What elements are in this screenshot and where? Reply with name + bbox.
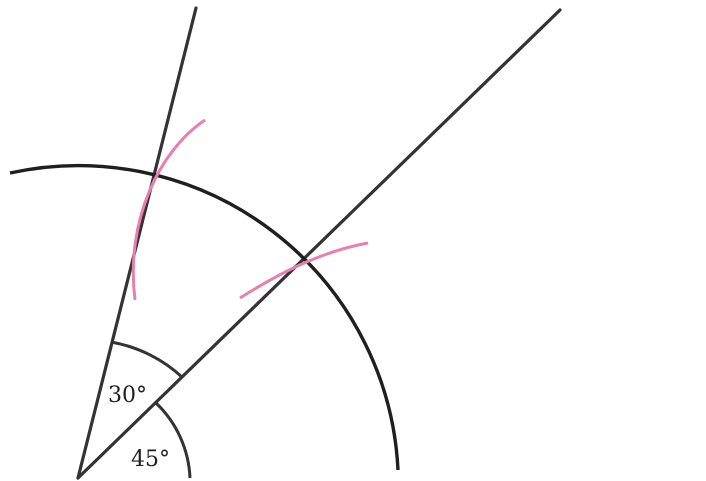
ray-45-degrees xyxy=(76,8,562,480)
construction-arc-lower xyxy=(239,241,369,300)
angle-label-45: 45° xyxy=(131,447,170,472)
construction-arc-upper xyxy=(131,118,206,301)
angle-arc-45 xyxy=(154,401,192,479)
angle-label-30: 30° xyxy=(108,383,147,408)
angle-arc-30 xyxy=(110,340,185,380)
compass-arc-large xyxy=(9,163,400,471)
ray-75-degrees xyxy=(76,6,198,480)
